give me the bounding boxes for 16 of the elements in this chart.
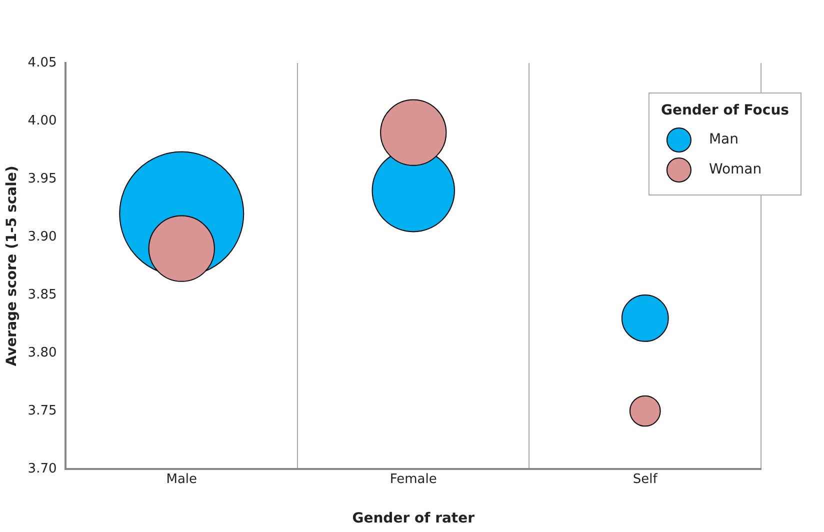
y-tick-label: 3.80 — [28, 345, 57, 360]
y-axis-title: Average score (1-5 scale) — [4, 166, 20, 366]
x-tick-label: Female — [390, 472, 437, 488]
x-tick-label: Male — [166, 472, 198, 488]
legend-label: Man — [708, 132, 738, 148]
y-tick-label: 3.75 — [28, 403, 57, 418]
legend-label: Woman — [708, 162, 762, 178]
y-tick-label: 4.05 — [28, 55, 57, 70]
x-tick-label: Self — [632, 472, 658, 488]
y-tick-label: 3.70 — [28, 461, 57, 476]
y-tick-label: 3.85 — [28, 287, 57, 302]
y-tick-label: 3.95 — [28, 171, 57, 186]
y-tick-label: 3.90 — [28, 229, 57, 244]
legend-title: Gender of Focus — [660, 102, 790, 119]
x-axis-title: Gender of rater — [352, 510, 475, 527]
y-tick-label: 4.00 — [28, 113, 57, 128]
